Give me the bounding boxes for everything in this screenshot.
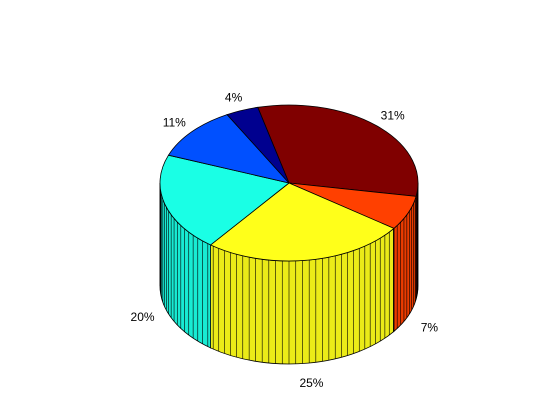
pie-label-2: 25% (299, 376, 323, 390)
pie-slice-0 (257, 104, 419, 197)
pie-slice-3 (159, 154, 290, 246)
pie-slice-2 (209, 182, 395, 262)
pie-labels: 31% 7% 25% 20% 11% 4% (131, 90, 439, 390)
pie-tops (159, 104, 419, 262)
pie-label-0: 31% (381, 109, 405, 123)
pie-sides (159, 182, 419, 365)
pie-label-4: 11% (163, 115, 186, 129)
pie-label-3: 20% (131, 310, 155, 324)
pie-slice-5 (226, 106, 290, 184)
pie-slice-4 (167, 114, 291, 184)
pie-label-5: 4% (225, 90, 243, 104)
pie-label-1: 7% (421, 321, 439, 335)
